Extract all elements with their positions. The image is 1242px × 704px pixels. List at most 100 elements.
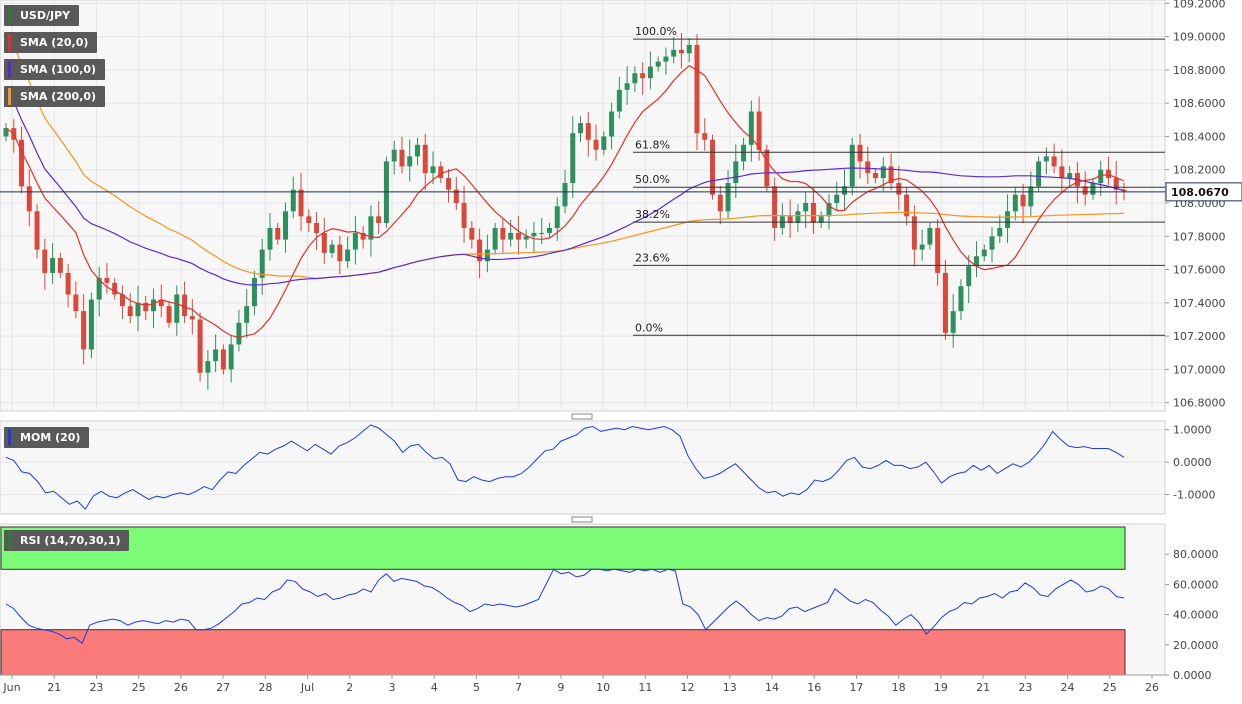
candle-up bbox=[1005, 211, 1011, 228]
candle-up bbox=[748, 111, 754, 145]
candle-down bbox=[34, 211, 40, 250]
candle-up bbox=[228, 344, 234, 370]
time-tick-label: 26 bbox=[174, 681, 188, 694]
candle-down bbox=[42, 249, 48, 273]
candle-up bbox=[174, 294, 180, 323]
candle-up bbox=[414, 144, 420, 157]
candle-down bbox=[182, 294, 188, 317]
candle-down bbox=[127, 306, 133, 317]
candle-up bbox=[834, 194, 840, 204]
sma200-swatch bbox=[8, 88, 11, 105]
rsi-tick-label: 0.0000 bbox=[1173, 669, 1212, 682]
candle-up bbox=[345, 249, 351, 262]
fib-level-label: 23.6% bbox=[635, 251, 670, 264]
time-tick-label: 18 bbox=[892, 681, 906, 694]
candle-up bbox=[430, 166, 436, 174]
candle-down bbox=[810, 203, 816, 223]
candle-down bbox=[453, 189, 459, 204]
candle-up bbox=[927, 227, 933, 245]
candle-up bbox=[290, 189, 296, 212]
candle-down bbox=[422, 144, 428, 174]
time-tick-label: 26 bbox=[1145, 681, 1159, 694]
candle-up bbox=[407, 156, 413, 167]
rsi-swatch bbox=[8, 532, 11, 549]
sma20-legend[interactable]: SMA (20,0) bbox=[4, 32, 98, 53]
candle-down bbox=[896, 183, 902, 195]
sma20-swatch bbox=[8, 34, 11, 51]
momentum-line bbox=[5, 424, 1125, 510]
price-tick-label: 107.6000 bbox=[1173, 264, 1226, 277]
candle-up bbox=[647, 66, 653, 79]
candle-down bbox=[1020, 194, 1026, 207]
momentum-tick-label: 1.0000 bbox=[1173, 424, 1212, 437]
time-tick-label: 25 bbox=[1103, 681, 1117, 694]
candle-down bbox=[376, 216, 382, 223]
candle-up bbox=[391, 149, 397, 162]
candle-down bbox=[275, 227, 281, 240]
candle-down bbox=[314, 222, 320, 233]
candle-up bbox=[663, 56, 669, 62]
momentum-tick-label: -1.0000 bbox=[1173, 489, 1215, 502]
fib-level-label: 50.0% bbox=[635, 173, 670, 186]
candle-up bbox=[849, 144, 855, 187]
candle-up bbox=[578, 123, 584, 134]
candle-up bbox=[795, 211, 801, 223]
momentum-legend[interactable]: MOM (20) bbox=[4, 427, 90, 448]
candle-up bbox=[368, 216, 374, 240]
sma200-legend[interactable]: SMA (200,0) bbox=[4, 86, 106, 107]
candle-down bbox=[1082, 186, 1088, 195]
price-tick-label: 109.0000 bbox=[1173, 31, 1226, 44]
fib-level-label: 100.0% bbox=[635, 25, 677, 38]
price-pane[interactable]: 109.2000 109.0000 108.8000 108.6000 108.4000… bbox=[0, 0, 1242, 675]
candle-down bbox=[119, 294, 125, 307]
candle-up bbox=[3, 128, 9, 137]
candle-down bbox=[321, 232, 327, 253]
candle-up bbox=[151, 299, 157, 312]
candle-up bbox=[88, 299, 94, 350]
candle-up bbox=[1098, 169, 1104, 184]
candle-up bbox=[50, 257, 56, 273]
rsi-legend[interactable]: RSI (14,70,30,1) bbox=[4, 530, 130, 551]
momentum-pane[interactable]: 1.0000 0.0000 -1.0000 bbox=[0, 420, 1215, 515]
fib-level-label: 61.8% bbox=[635, 138, 670, 151]
momentum-label: MOM (20) bbox=[20, 431, 81, 444]
rsi-pane[interactable]: 80.0000 60.0000 40.0000 20.0000 0.0000 bbox=[0, 523, 1219, 682]
candle-up bbox=[135, 302, 141, 317]
rsi-oversold-zone bbox=[0, 629, 1126, 676]
candle-down bbox=[500, 227, 506, 240]
sma20-label: SMA (20,0) bbox=[20, 36, 89, 49]
time-tick-label: 16 bbox=[807, 681, 821, 694]
candle-down bbox=[469, 227, 475, 240]
candle-down bbox=[593, 139, 599, 150]
candle-up bbox=[1012, 194, 1018, 212]
price-tick-label: 108.2000 bbox=[1173, 164, 1226, 177]
sma200-label: SMA (200,0) bbox=[20, 90, 97, 103]
candle-down bbox=[73, 294, 79, 312]
candle-down bbox=[888, 166, 894, 184]
sma100-legend[interactable]: SMA (100,0) bbox=[4, 59, 106, 80]
candle-down bbox=[756, 111, 762, 150]
candle-up bbox=[958, 286, 964, 312]
candle-down bbox=[26, 186, 32, 212]
candle-down bbox=[911, 216, 917, 250]
last-price-badge bbox=[1165, 182, 1242, 202]
candle-down bbox=[1059, 166, 1065, 179]
sma100-label: SMA (100,0) bbox=[20, 63, 97, 76]
candle-down bbox=[220, 349, 226, 370]
candle-up bbox=[741, 144, 747, 162]
sma100-line bbox=[5, 94, 1125, 286]
candle-down bbox=[873, 173, 879, 179]
time-tick-label: 17 bbox=[849, 681, 863, 694]
pane-resize-handle bbox=[571, 413, 593, 420]
candle-down bbox=[360, 232, 366, 240]
momentum-tick-label: 0.0000 bbox=[1173, 456, 1212, 469]
candle-down bbox=[710, 139, 716, 195]
candle-down bbox=[477, 239, 483, 262]
candle-down bbox=[143, 302, 149, 312]
time-tick-label: 2 bbox=[346, 681, 353, 694]
candle-down bbox=[112, 282, 118, 295]
candle-up bbox=[950, 311, 956, 333]
momentum-plot-area bbox=[0, 420, 1166, 515]
symbol-legend[interactable]: USD/JPY bbox=[4, 5, 80, 26]
